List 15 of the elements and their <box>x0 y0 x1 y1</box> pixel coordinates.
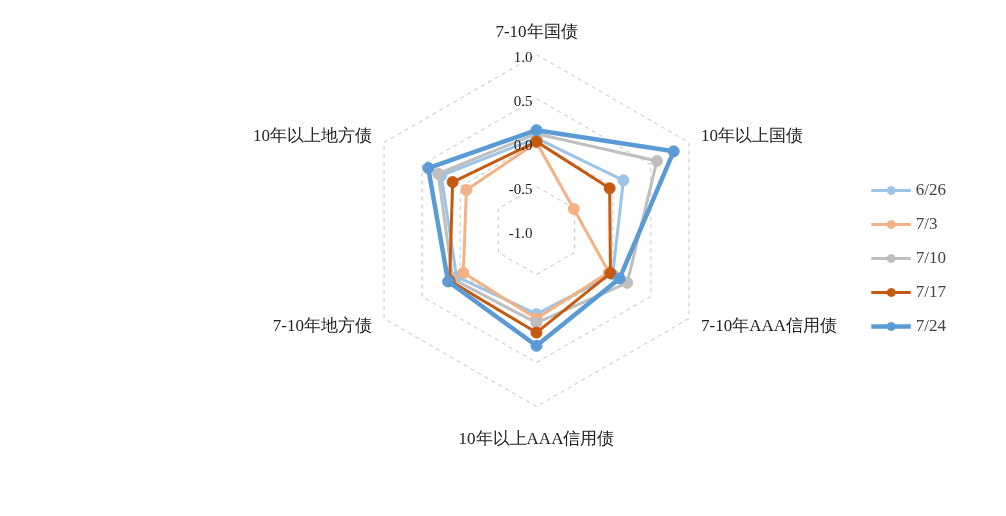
y-tick-label: -0.5 <box>508 180 533 197</box>
spoke-label: 10年以上AAA信用债 <box>458 428 615 448</box>
spoke-label: 10年以上地方债 <box>252 126 372 145</box>
y-tick-label: 1.0 <box>513 48 533 65</box>
spoke-label: 10年以上国债 <box>701 126 804 145</box>
legend-label: 7/24 <box>915 316 946 336</box>
spoke-label: 7-10年AAA信用债 <box>701 316 838 335</box>
legend-label: 7/10 <box>915 248 946 268</box>
spoke-label: 7-10年国债 <box>495 21 578 41</box>
y-tick-label: -1.0 <box>508 224 533 241</box>
legend-label: 7/17 <box>915 282 946 302</box>
y-tick-label: 0.5 <box>513 92 533 109</box>
spoke-label: 7-10年地方债 <box>272 316 372 335</box>
legend-label: 6/26 <box>915 180 946 200</box>
legend-label: 7/3 <box>915 214 938 234</box>
